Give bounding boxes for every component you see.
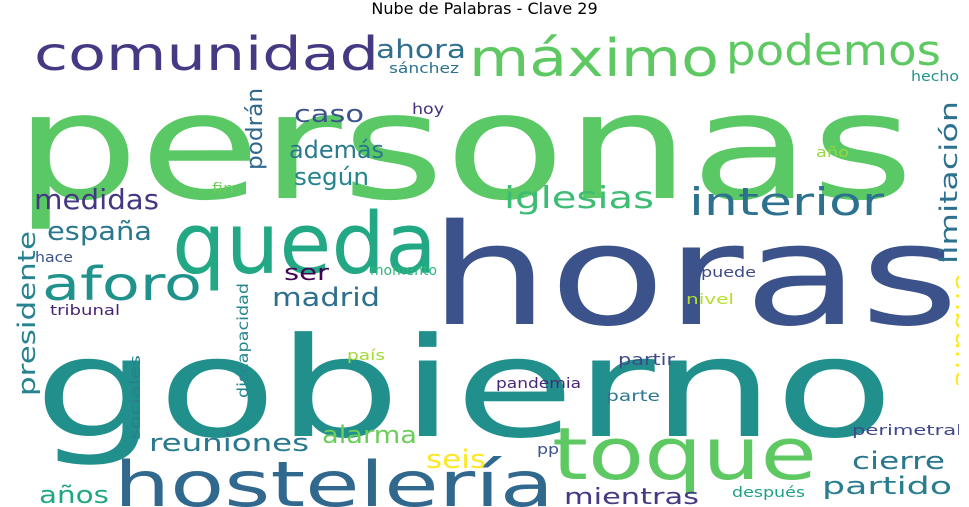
word-24: presidente <box>14 231 41 396</box>
word-21: ser <box>284 261 330 286</box>
word-42: discapacidad <box>234 283 252 398</box>
word-37: hace <box>35 250 73 266</box>
word-26: alarma <box>322 421 417 449</box>
word-14: españa <box>47 217 152 247</box>
word-22: limitación <box>935 101 959 264</box>
word-20: podrán <box>243 88 268 170</box>
word-1: personas <box>14 61 914 233</box>
word-27: seis <box>426 445 486 475</box>
word-7: comunidad <box>34 27 379 81</box>
word-9: podemos <box>726 26 941 75</box>
word-33: hoy <box>412 100 444 118</box>
word-44: partir <box>618 350 676 369</box>
word-46: pandemia <box>496 376 581 392</box>
word-38: momento <box>370 263 437 279</box>
word-49: pp <box>537 442 559 458</box>
word-16: ahora <box>376 35 466 65</box>
chart-title: Nube de Palabras - Clave 29 <box>371 0 598 18</box>
word-40: nivel <box>686 292 734 308</box>
word-15: madrid <box>272 283 380 313</box>
word-12: iglesias <box>504 181 654 216</box>
word-29: partido <box>822 472 952 500</box>
word-13: medidas <box>34 183 159 216</box>
word-34: hecho <box>911 69 959 85</box>
word-5: toque <box>552 412 817 496</box>
word-50: después <box>732 485 805 501</box>
word-10: interior <box>689 180 885 224</box>
word-23: aunque <box>947 273 959 388</box>
word-11: aforo <box>42 257 202 311</box>
word-18: además <box>289 136 384 164</box>
word-3: horas <box>429 195 959 358</box>
word-25: reuniones <box>149 429 309 457</box>
word-2: gobierno <box>34 308 894 469</box>
word-cloud: personas gobierno horas queda toque hostelerí… <box>14 18 959 507</box>
word-36: fin <box>212 181 234 197</box>
word-32: sánchez <box>389 61 459 77</box>
word-4: queda <box>172 195 437 294</box>
word-8: máximo <box>469 29 719 89</box>
word-47: parte <box>606 387 660 405</box>
word-31: mientras <box>564 485 699 507</box>
word-17: caso <box>294 100 364 128</box>
word-28: cierre <box>852 447 945 475</box>
word-43: país <box>347 348 385 364</box>
word-6: hostelería <box>114 448 554 507</box>
word-41: tribunal <box>50 303 120 319</box>
word-19: según <box>294 163 369 191</box>
word-48: perimetral <box>852 423 959 439</box>
word-45: sociales <box>128 355 144 440</box>
word-39: puede <box>701 265 756 281</box>
word-30: años <box>39 481 109 507</box>
word-35: año <box>816 145 849 161</box>
